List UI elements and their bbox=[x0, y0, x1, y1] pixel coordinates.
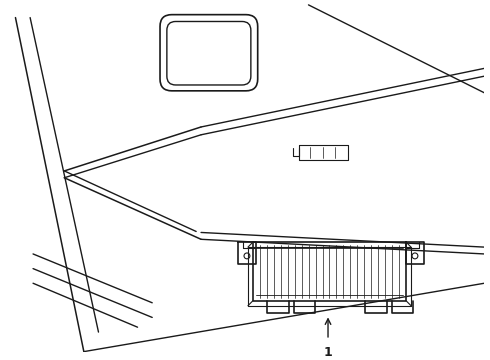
Text: 1: 1 bbox=[324, 346, 332, 359]
